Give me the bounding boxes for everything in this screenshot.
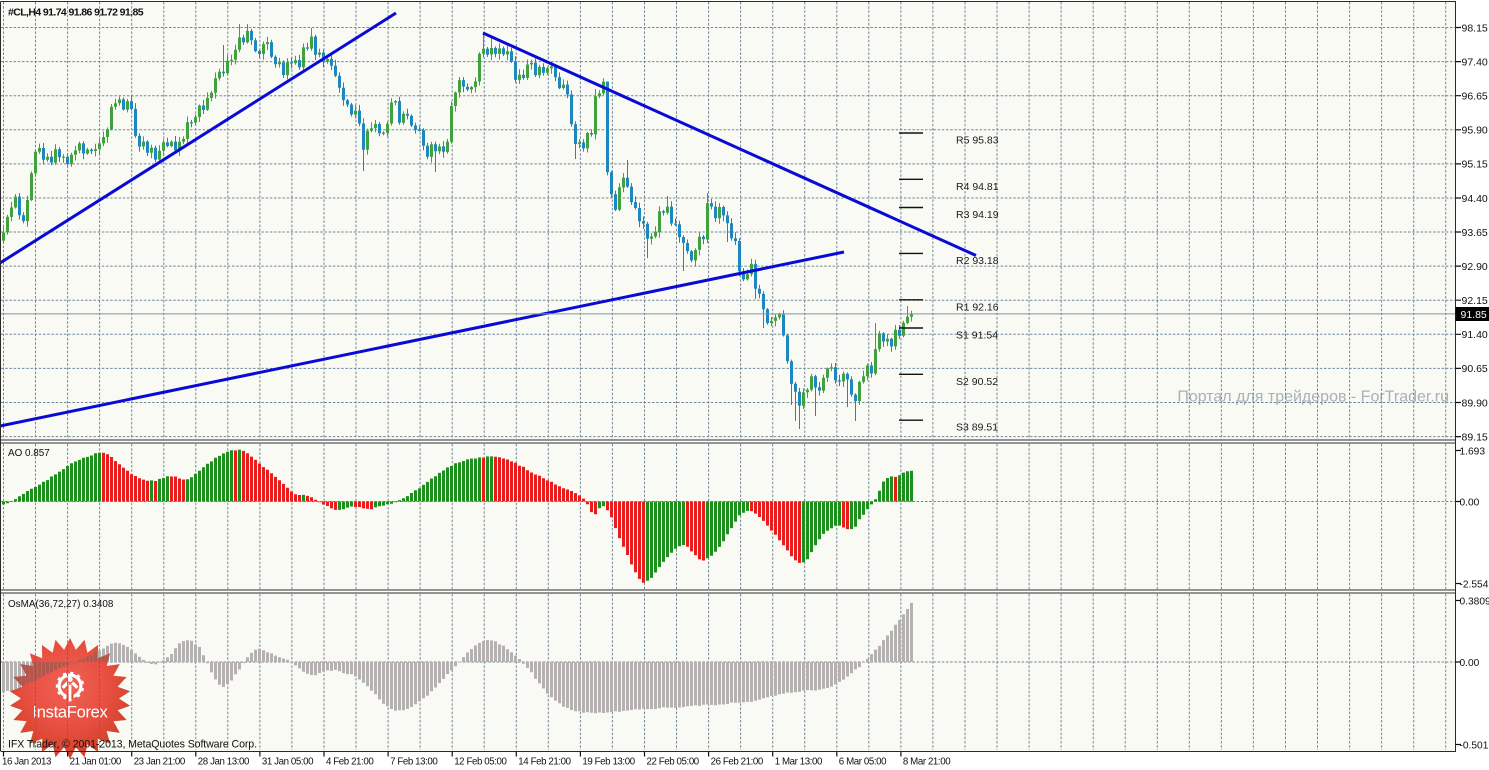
svg-text:IFX Trader, © 2001-2013, Meta: IFX Trader, © 2001-2013, MetaQuotes Soft…	[8, 739, 257, 751]
svg-text:91.85: 91.85	[1461, 309, 1487, 321]
svg-text:94.40: 94.40	[1462, 193, 1488, 205]
svg-text:28 Jan 13:00: 28 Jan 13:00	[198, 757, 250, 768]
svg-text:92.15: 92.15	[1462, 295, 1488, 307]
svg-text:95.90: 95.90	[1462, 125, 1488, 137]
svg-text:8 Mar 21:00: 8 Mar 21:00	[903, 757, 951, 768]
svg-text:InstaForex: InstaForex	[33, 704, 109, 722]
svg-text:26 Feb 21:00: 26 Feb 21:00	[711, 757, 764, 768]
svg-text:0.00: 0.00	[1460, 658, 1480, 669]
svg-text:0.3809: 0.3809	[1460, 596, 1489, 607]
svg-text:89.15: 89.15	[1462, 431, 1488, 443]
svg-text:4 Feb 21:00: 4 Feb 21:00	[326, 757, 374, 768]
svg-text:0.00: 0.00	[1460, 497, 1480, 508]
svg-text:98.15: 98.15	[1462, 22, 1488, 34]
svg-text:21 Jan 01:00: 21 Jan 01:00	[70, 757, 122, 768]
svg-text:90.65: 90.65	[1462, 363, 1488, 375]
svg-text:92.90: 92.90	[1462, 261, 1488, 273]
svg-text:Портал для трейдеров - ForTrad: Портал для трейдеров - ForTrader.ru	[1177, 389, 1449, 406]
svg-text:1.693: 1.693	[1460, 446, 1486, 457]
svg-text:89.90: 89.90	[1462, 397, 1488, 409]
svg-text:7 Feb 13:00: 7 Feb 13:00	[390, 757, 438, 768]
svg-text:91.40: 91.40	[1462, 329, 1488, 341]
svg-text:23 Jan 21:00: 23 Jan 21:00	[134, 757, 186, 768]
svg-text:19 Feb 13:00: 19 Feb 13:00	[582, 757, 635, 768]
svg-text:-2.554: -2.554	[1460, 579, 1489, 590]
svg-text:22 Feb 05:00: 22 Feb 05:00	[647, 757, 700, 768]
svg-text:R1 92.16: R1 92.16	[956, 301, 999, 313]
svg-text:16 Jan 2013: 16 Jan 2013	[2, 757, 51, 768]
svg-text:R2 93.18: R2 93.18	[956, 255, 999, 267]
svg-text:95.15: 95.15	[1462, 159, 1488, 171]
svg-text:S3 89.51: S3 89.51	[956, 422, 998, 434]
svg-text:#CL,H4 91.74 91.86 91.72 91.8: #CL,H4 91.74 91.86 91.72 91.85	[8, 7, 144, 19]
svg-text:S1 91.54: S1 91.54	[956, 330, 998, 342]
svg-text:R5 95.83: R5 95.83	[956, 135, 999, 147]
svg-text:97.40: 97.40	[1462, 56, 1488, 68]
svg-text:R4 94.81: R4 94.81	[956, 181, 999, 193]
svg-text:S2 90.52: S2 90.52	[956, 376, 998, 388]
svg-text:31 Jan 05:00: 31 Jan 05:00	[262, 757, 314, 768]
svg-text:AO 0.857: AO 0.857	[8, 448, 50, 459]
svg-text:R3 94.19: R3 94.19	[956, 209, 999, 221]
svg-text:-0.501: -0.501	[1460, 740, 1489, 751]
svg-text:14 Feb 21:00: 14 Feb 21:00	[518, 757, 571, 768]
svg-text:96.65: 96.65	[1462, 91, 1488, 103]
svg-text:12 Feb 05:00: 12 Feb 05:00	[454, 757, 507, 768]
svg-text:6 Mar 05:00: 6 Mar 05:00	[839, 757, 887, 768]
svg-text:OsMA(36,72,27) 0.3408: OsMA(36,72,27) 0.3408	[8, 599, 114, 610]
svg-text:1 Mar 13:00: 1 Mar 13:00	[775, 757, 823, 768]
svg-text:93.65: 93.65	[1462, 227, 1488, 239]
